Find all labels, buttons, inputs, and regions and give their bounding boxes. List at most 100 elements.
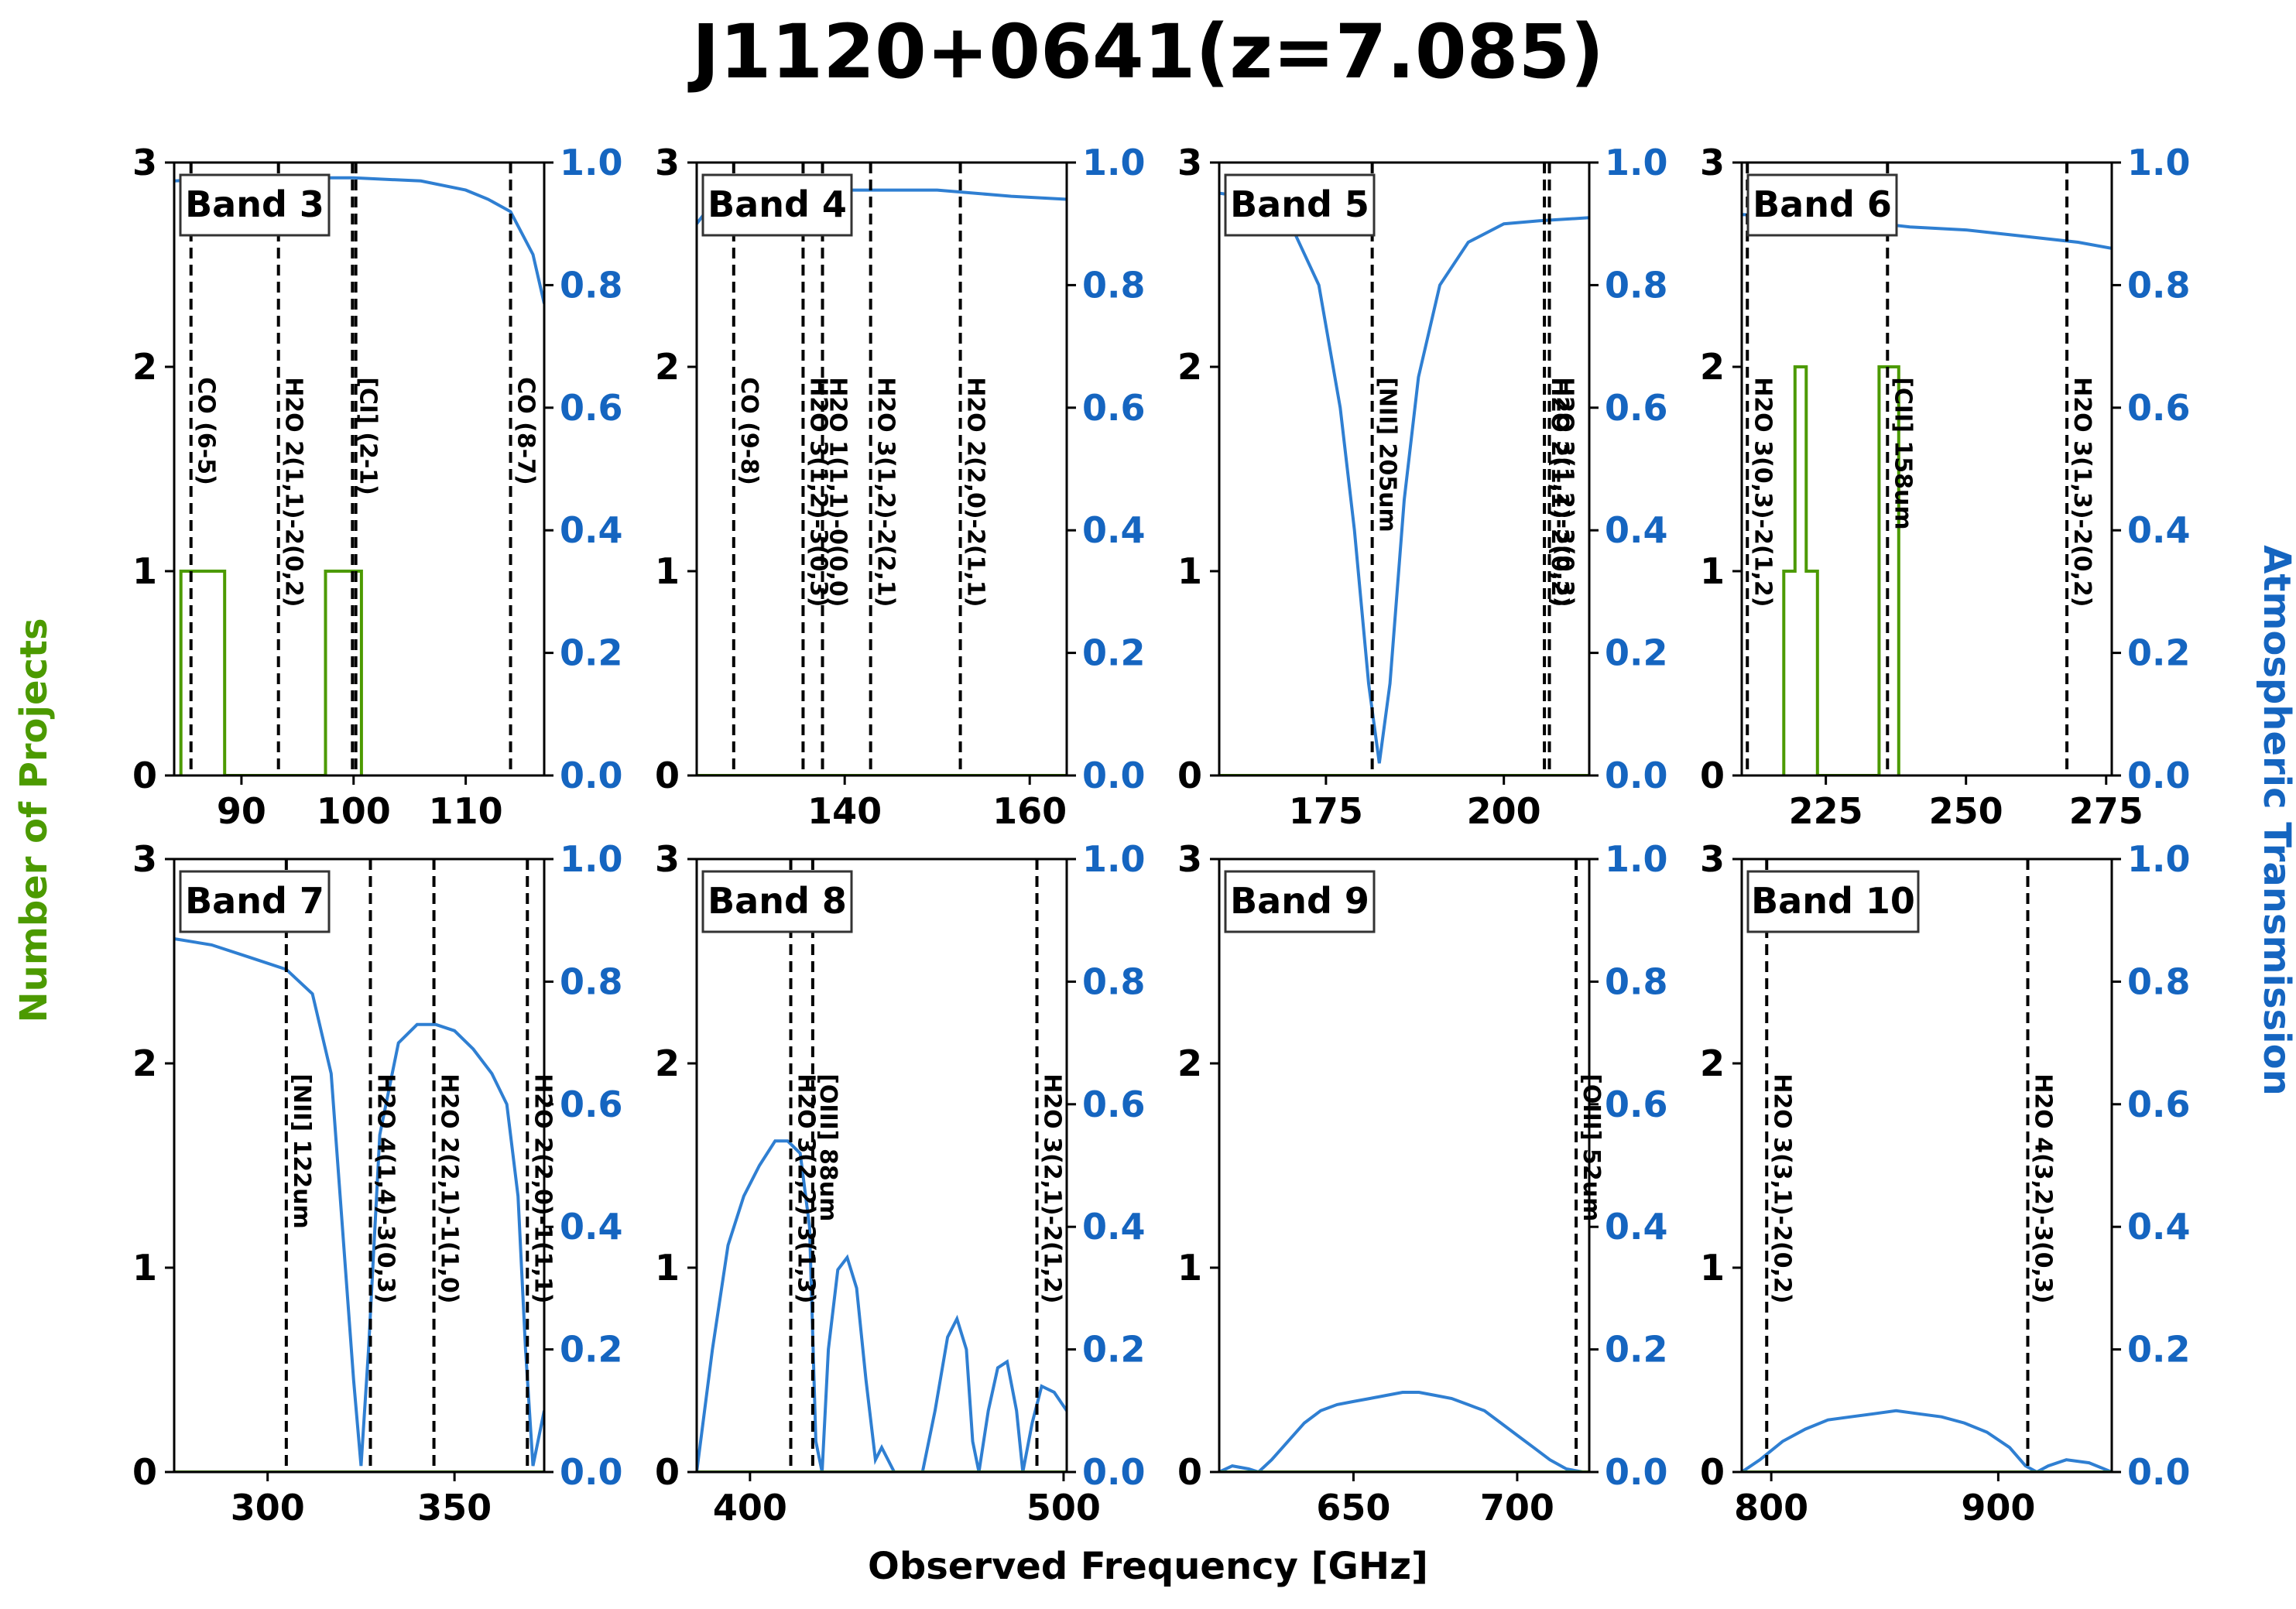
band-label: Band 10	[1746, 870, 1920, 933]
y2-tick-label: 0.4	[1605, 509, 1668, 551]
y-tick-label: 3	[132, 142, 157, 183]
y2-tick-label: 1.0	[1605, 838, 1668, 880]
axes-frame	[1218, 858, 1591, 1474]
x-tick-label: 500	[1026, 1487, 1101, 1529]
band-label: Band 9	[1224, 870, 1376, 933]
spectral-line-label: CO (6-5)	[193, 377, 220, 485]
spectral-line-label: H2O 4(3,2)-3(0,3)	[2029, 1073, 2056, 1303]
y2-tick-label: 0.6	[1082, 1084, 1146, 1125]
y2-tick-label: 0.8	[1605, 960, 1668, 1002]
y2-tick-label: 0.6	[560, 387, 623, 429]
y2-tick-label: 0.0	[560, 1451, 623, 1493]
x-tick-label: 300	[231, 1487, 305, 1529]
band-label: Band 4	[701, 173, 853, 237]
band-label-text: Band 7	[185, 880, 324, 922]
y-tick-label: 3	[1177, 142, 1202, 183]
transmission-curve	[174, 937, 544, 1467]
spectral-line-label: H2O 3(2,2)-3(1,3)	[793, 1073, 820, 1303]
plot-area	[1742, 859, 2112, 1472]
left-y-axis-label: Number of Projects	[12, 618, 56, 1022]
panel-1: CO (6-5) H2O 2(1,1)-2(0,2) [CI] (2-1) CO (8…	[132, 142, 623, 832]
spectral-line-label: H2O 2(1,1)-2(0,2)	[1546, 377, 1573, 607]
panel-3: [NII] 205um H2O 2(1,1)-2(0,2)H2O 3(1,2)-3…	[1177, 142, 1668, 832]
axes-frame	[173, 858, 546, 1474]
right-y-axis-label: Atmospheric Transmission	[2255, 545, 2296, 1096]
y-tick-label: 0	[132, 1451, 157, 1493]
x-tick-label: 275	[2069, 790, 2144, 832]
x-tick-label: 900	[1961, 1487, 2035, 1529]
y2-tick-label: 0.6	[1605, 387, 1668, 429]
band-label: Band 6	[1746, 173, 1898, 237]
spectral-line-label: H2O 3(1,2)-2(2,1)	[872, 377, 900, 607]
y-tick-label: 1	[655, 550, 680, 592]
y2-tick-label: 0.6	[2127, 1084, 2191, 1125]
x-axis-label: Observed Frequency [GHz]	[868, 1545, 1428, 1588]
y-tick-label: 2	[132, 1042, 157, 1084]
y2-tick-label: 0.2	[2127, 632, 2191, 674]
spectral-line-label: H2O 3(1,2)-3(0,3)	[804, 377, 831, 607]
panels: CO (6-5) H2O 2(1,1)-2(0,2) [CI] (2-1) CO (8…	[132, 142, 2191, 1529]
y-tick-label: 1	[1700, 1247, 1725, 1289]
y2-tick-label: 0.8	[560, 264, 623, 306]
spectral-line-label: [CI] (2-1)	[354, 377, 381, 495]
y-tick-label: 0	[1700, 1451, 1725, 1493]
y-tick-label: 2	[1700, 346, 1725, 388]
y2-tick-label: 0.4	[1605, 1206, 1668, 1248]
plot-area	[174, 163, 544, 775]
band-label: Band 8	[701, 870, 853, 933]
y-tick-label: 1	[132, 1247, 157, 1289]
plot-area	[1219, 859, 1589, 1472]
y-tick-label: 0	[1177, 1451, 1202, 1493]
x-tick-label: 700	[1480, 1487, 1554, 1529]
y-tick-label: 2	[1700, 1042, 1725, 1084]
y2-tick-label: 0.8	[560, 960, 623, 1002]
spectral-line-label: H2O 2(1,1)-2(0,2)	[280, 377, 307, 607]
y-tick-label: 2	[655, 346, 680, 388]
spectral-line-label: H2O 2(2,1)-1(1,0)	[436, 1073, 463, 1303]
y-tick-label: 0	[132, 755, 157, 796]
x-tick-label: 90	[217, 790, 266, 832]
axes-frame	[1740, 858, 2113, 1474]
x-tick-label: 140	[807, 790, 882, 832]
y2-tick-label: 0.0	[1082, 755, 1146, 796]
spectral-line-label: H2O 4(1,4)-3(0,3)	[372, 1073, 399, 1303]
y-tick-label: 1	[1177, 1247, 1202, 1289]
y-tick-label: 0	[1177, 755, 1202, 796]
y-tick-label: 3	[1700, 838, 1725, 880]
y2-tick-label: 0.8	[1082, 264, 1146, 306]
y2-tick-label: 0.0	[2127, 1451, 2191, 1493]
panel-2: CO (9-8) H2O 3(1,2)-3(0,3)H2O 1(1,1)-0(0,…	[655, 142, 1146, 832]
x-tick-label: 250	[1929, 790, 2003, 832]
y-tick-label: 3	[1700, 142, 1725, 183]
panel-5: [NII] 122um H2O 4(1,4)-3(0,3) H2O 2(2,1)-1…	[132, 838, 623, 1529]
band-label: Band 3	[179, 173, 331, 237]
y2-tick-label: 0.8	[1605, 264, 1668, 306]
y2-tick-label: 1.0	[560, 142, 623, 183]
spectral-line-label: H2O 3(2,1)-2(1,2)	[1039, 1073, 1066, 1303]
axes-frame	[1740, 161, 2113, 777]
y2-tick-label: 0.6	[2127, 387, 2191, 429]
panel-6: H2O 3(2,2)-3(1,3)[OIII] 88um H2O 3(2,1)-2…	[655, 838, 1146, 1529]
x-tick-label: 200	[1467, 790, 1541, 832]
x-tick-label: 350	[417, 1487, 492, 1529]
spectral-line-label: H2O 3(0,3)-2(1,2)	[1749, 377, 1776, 607]
band-label-text: Band 9	[1230, 880, 1369, 922]
spectral-line-label: H2O 2(2,0)-1(1,1)	[529, 1073, 556, 1303]
y-tick-label: 3	[132, 838, 157, 880]
plot-area	[697, 859, 1067, 1472]
y2-tick-label: 0.8	[2127, 960, 2191, 1002]
x-tick-label: 175	[1289, 790, 1363, 832]
y2-tick-label: 0.4	[1082, 1206, 1146, 1248]
y2-tick-label: 1.0	[1605, 142, 1668, 183]
y-tick-label: 0	[655, 1451, 680, 1493]
spectral-line-label: [NII] 205um	[1374, 377, 1401, 532]
y2-tick-label: 0.4	[560, 509, 623, 551]
y2-tick-label: 0.8	[2127, 264, 2191, 306]
axes-frame	[695, 858, 1068, 1474]
y2-tick-label: 0.4	[560, 1206, 623, 1248]
spectral-line-label: H2O 3(1,3)-2(0,2)	[2068, 377, 2096, 607]
y2-tick-label: 1.0	[1082, 838, 1146, 880]
y-tick-label: 2	[132, 346, 157, 388]
y-tick-label: 0	[655, 755, 680, 796]
y2-tick-label: 0.0	[1082, 1451, 1146, 1493]
